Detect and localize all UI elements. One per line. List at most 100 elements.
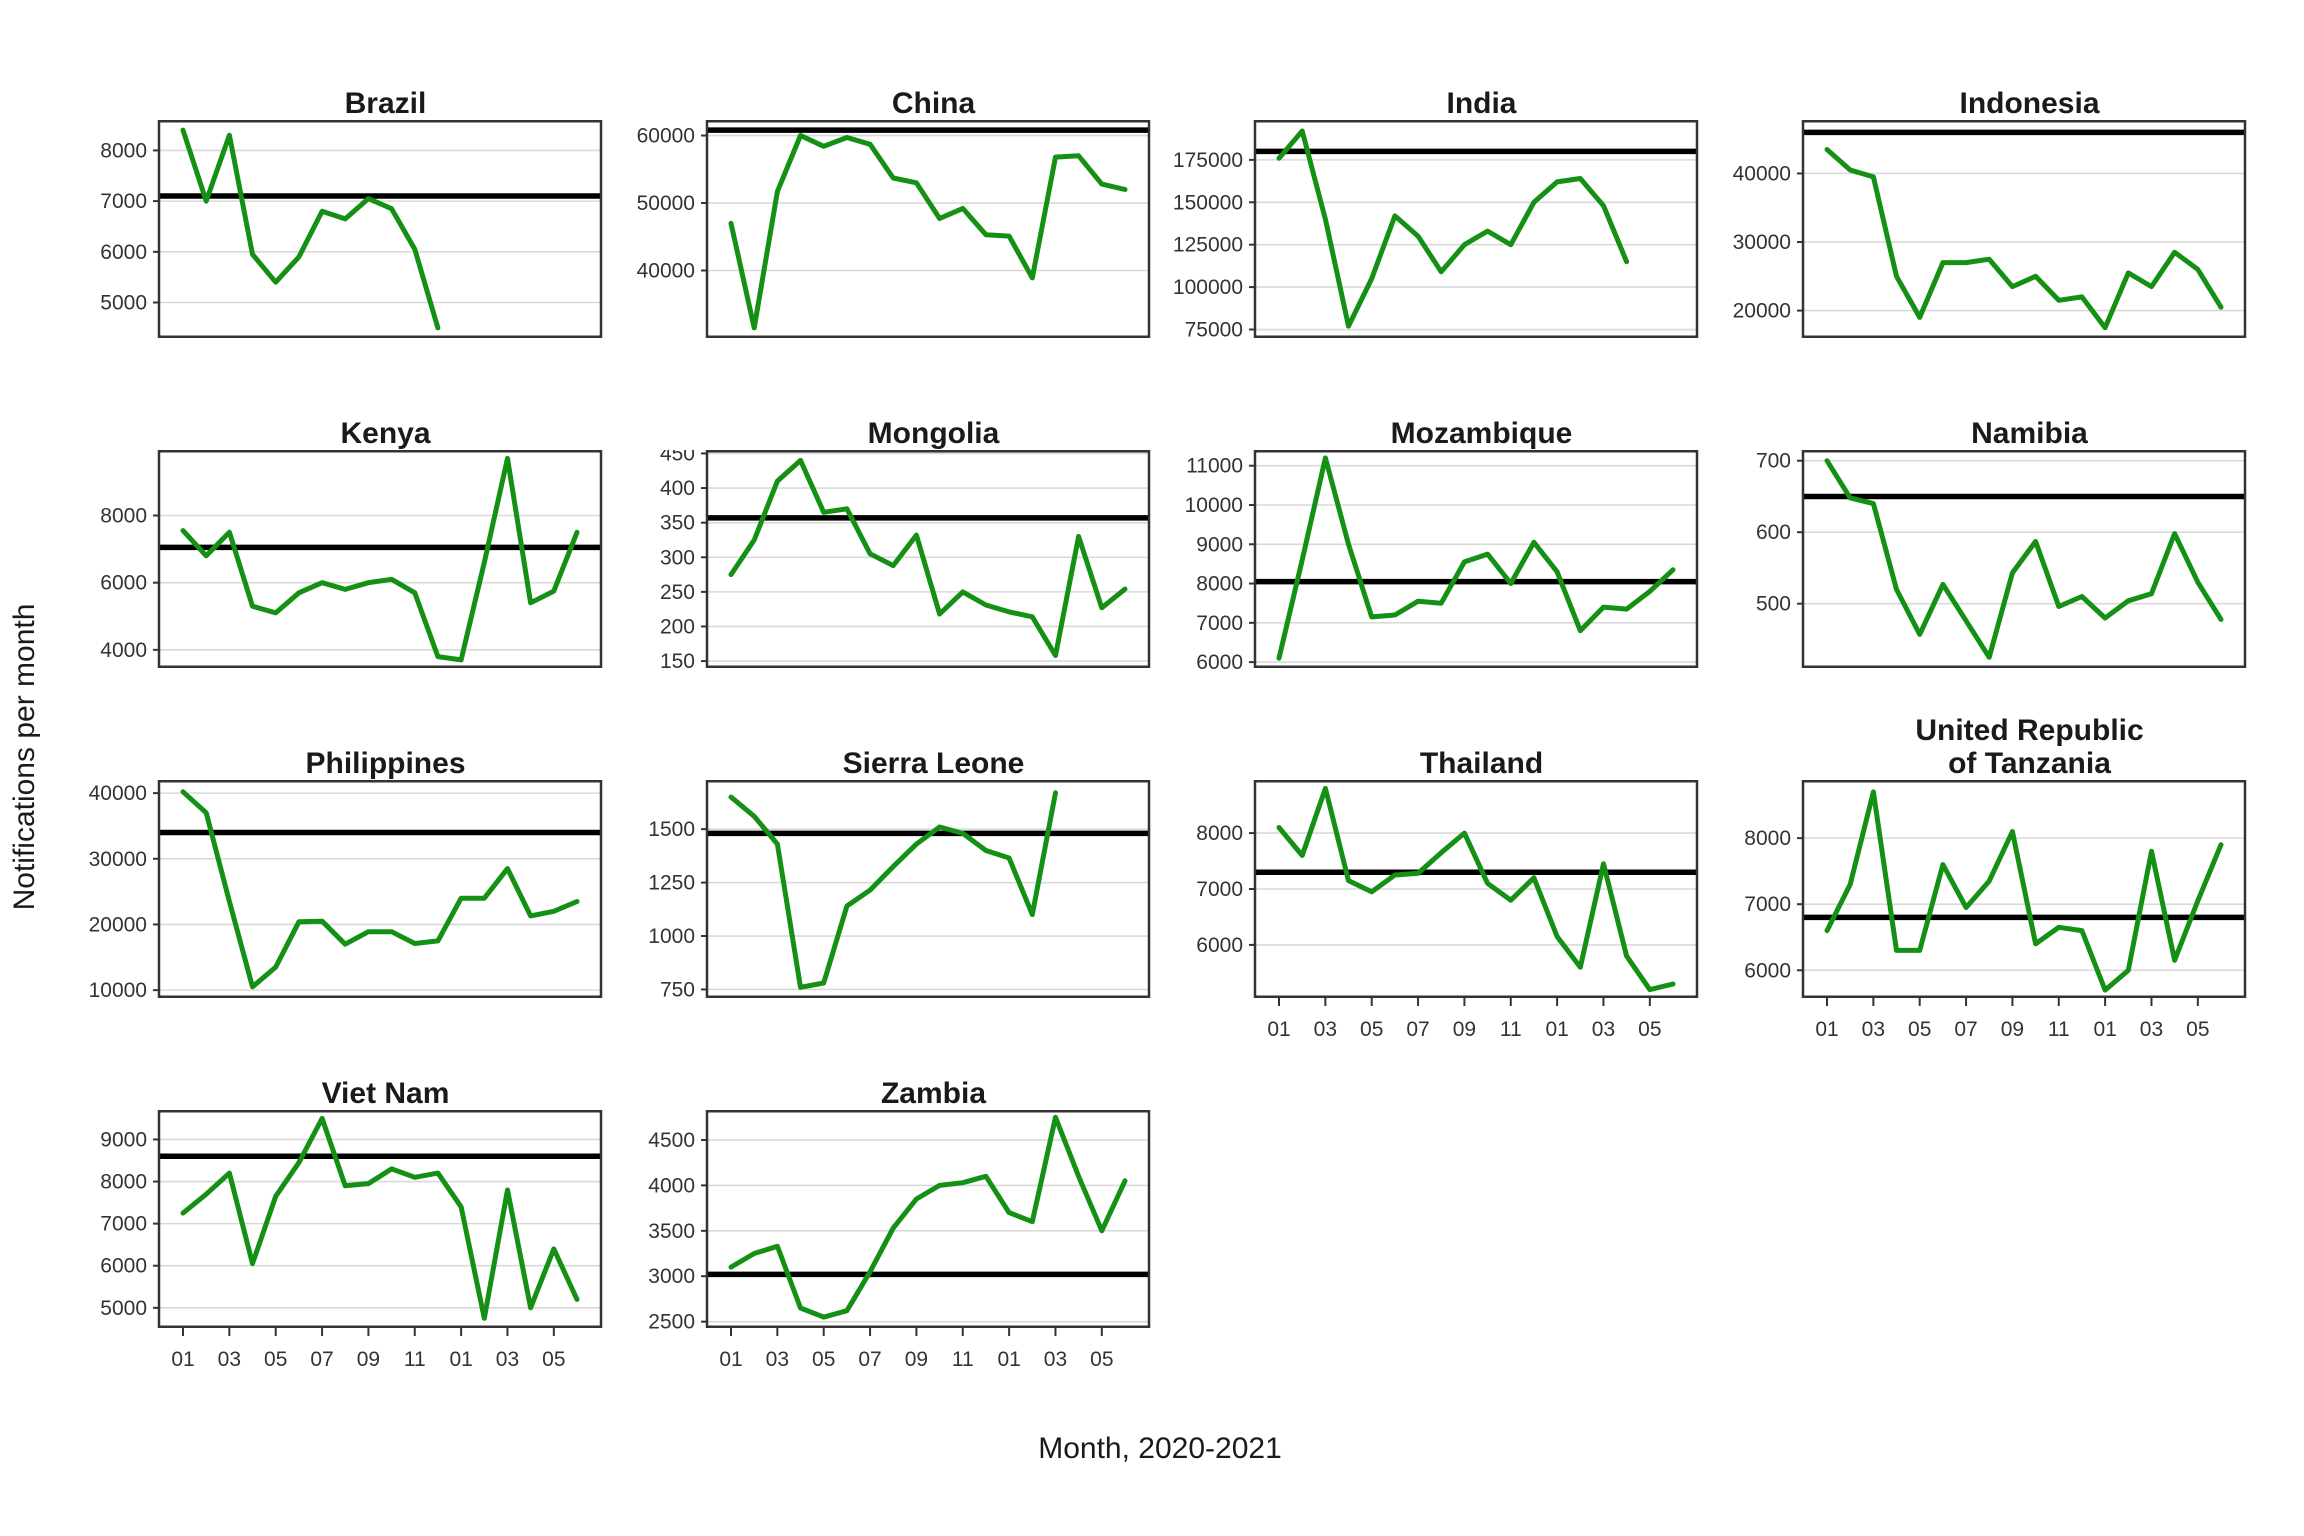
y-tick-label: 60000 xyxy=(637,125,695,148)
x-tick-label: 11 xyxy=(2048,1018,2070,1041)
facet-plot-thailand: 8000 7000 6000 01 03 05 07 09 11 01 03 05 xyxy=(1196,780,1699,1041)
x-tick-label: 07 xyxy=(1406,1018,1429,1041)
x-tick-label: 01 xyxy=(2093,1018,2116,1041)
facet-brazil: Brazil 8000 7000 6000 5000 xyxy=(64,58,612,388)
y-tick-label: 200 xyxy=(660,615,695,638)
facet-plot-philippines: 40000 30000 20000 10000 xyxy=(89,780,603,1002)
facet-zambia: Zambia 4500 4000 3500 3000 2500 01 03 05 07 09 11 01… xyxy=(612,1048,1160,1378)
facet-mongolia: Mongolia 450 400 350 300 250 200 150 xyxy=(612,388,1160,718)
y-tick-label: 8000 xyxy=(1196,822,1243,845)
facet-title-mongolia: Mongolia xyxy=(867,417,1000,450)
x-tick-label: 05 xyxy=(1908,1018,1931,1041)
data-line xyxy=(728,457,1128,658)
data-line xyxy=(180,455,580,663)
x-tick-label: 03 xyxy=(2140,1018,2163,1041)
facet-plot-brazil: 8000 7000 6000 5000 xyxy=(100,120,603,338)
facet-philippines: Philippines 40000 30000 20000 10000 xyxy=(64,718,612,1048)
y-tick-label: 8000 xyxy=(100,139,147,162)
x-tick-label: 05 xyxy=(542,1348,565,1371)
x-tick-label: 03 xyxy=(766,1348,789,1371)
facet-title-kenya: Kenya xyxy=(340,417,431,450)
y-tick-label: 7000 xyxy=(100,190,147,213)
x-tick-label: 07 xyxy=(1954,1018,1977,1041)
data-line xyxy=(1824,147,2224,331)
x-tick-label: 05 xyxy=(1638,1018,1661,1041)
y-tick-label: 7000 xyxy=(1744,893,1791,916)
x-tick-label: 03 xyxy=(1314,1018,1337,1041)
facet-title-sierra-leone: Sierra Leone xyxy=(842,747,1025,780)
x-tick-label: 05 xyxy=(1090,1348,1113,1371)
y-tick-label: 5000 xyxy=(100,292,147,315)
data-line xyxy=(180,127,441,331)
data-line xyxy=(1276,128,1630,329)
facet-title-indonesia: Indonesia xyxy=(1959,87,2100,120)
y-tick-label: 6000 xyxy=(100,572,147,595)
y-tick-label: 20000 xyxy=(1733,300,1791,323)
data-line xyxy=(1824,789,2224,993)
facet-indonesia: Indonesia 40000 30000 20000 xyxy=(1708,58,2256,388)
y-tick-label: 9000 xyxy=(1196,533,1243,556)
x-tick-label: 07 xyxy=(310,1348,333,1371)
facet-plot-sierra-leone: 1500 1250 1000 750 xyxy=(648,780,1151,1001)
y-tick-label: 450 xyxy=(660,450,695,465)
y-tick-label: 150000 xyxy=(1173,191,1243,214)
facet-title-china: China xyxy=(891,87,976,120)
x-tick-label: 03 xyxy=(1592,1018,1615,1041)
y-tick-label: 4000 xyxy=(100,639,147,662)
x-tick-label: 03 xyxy=(218,1348,241,1371)
y-tick-label: 750 xyxy=(660,978,695,1001)
facet-namibia: Namibia 700 600 500 xyxy=(1708,388,2256,718)
y-tick-label: 6000 xyxy=(1196,651,1243,674)
y-tick-label: 30000 xyxy=(1733,231,1791,254)
data-line xyxy=(1276,455,1676,661)
x-tick-label: 09 xyxy=(357,1348,380,1371)
data-line xyxy=(1276,785,1676,993)
facet-plot-mozambique: 11000 10000 9000 8000 7000 6000 xyxy=(1185,450,1699,674)
facet-title-mozambique: Mozambique xyxy=(1390,417,1573,450)
y-tick-label: 1000 xyxy=(648,925,695,948)
y-tick-label: 1500 xyxy=(648,818,695,841)
y-tick-label: 30000 xyxy=(89,848,147,871)
y-tick-label: 50000 xyxy=(637,192,695,215)
facet-title-united-republic-of-tanzania: United Republic of Tanzania xyxy=(1915,714,2144,780)
y-tick-label: 10000 xyxy=(1185,494,1243,517)
x-tick-label: 05 xyxy=(1360,1018,1383,1041)
facet-title-thailand: Thailand xyxy=(1419,747,1544,780)
facet-plot-china: 60000 50000 40000 xyxy=(637,120,1151,338)
y-tick-label: 75000 xyxy=(1185,319,1243,342)
x-tick-label: 01 xyxy=(171,1348,194,1371)
y-tick-label: 7000 xyxy=(1196,612,1243,635)
y-tick-label: 8000 xyxy=(1744,827,1791,850)
facet-title-viet-nam: Viet Nam xyxy=(321,1077,450,1110)
facet-grid: Brazil 8000 7000 6000 5000 China 60000 50000 400… xyxy=(64,58,2256,1378)
y-tick-label: 125000 xyxy=(1173,234,1243,257)
y-tick-label: 3500 xyxy=(648,1220,695,1243)
x-tick-label: 05 xyxy=(264,1348,287,1371)
y-tick-label: 7000 xyxy=(100,1213,147,1236)
facet-title-brazil: Brazil xyxy=(344,87,427,120)
y-tick-label: 250 xyxy=(660,581,695,604)
x-tick-label: 01 xyxy=(1545,1018,1568,1041)
facet-united-republic-of-tanzania: United Republic of Tanzania 8000 7000 6000 01… xyxy=(1708,714,2256,1048)
y-tick-label: 300 xyxy=(660,546,695,569)
y-tick-label: 350 xyxy=(660,512,695,535)
y-tick-label: 10000 xyxy=(89,979,147,1002)
data-line xyxy=(728,133,1128,331)
facet-plot-zambia: 4500 4000 3500 3000 2500 01 03 05 07 09 11 01 03 05 xyxy=(648,1110,1151,1371)
facet-china: China 60000 50000 40000 xyxy=(612,58,1160,388)
x-tick-label: 11 xyxy=(1500,1018,1522,1041)
facet-sierra-leone: Sierra Leone 1500 1250 1000 750 xyxy=(612,718,1160,1048)
facet-plot-india: 175000 150000 125000 100000 75000 xyxy=(1173,120,1699,342)
facet-title-india: India xyxy=(1446,87,1517,120)
y-tick-label: 4500 xyxy=(648,1129,695,1152)
x-tick-label: 01 xyxy=(449,1348,472,1371)
y-tick-label: 150 xyxy=(660,650,695,673)
x-axis-title: Month, 2020-2021 xyxy=(1038,1432,1282,1465)
x-tick-label: 07 xyxy=(858,1348,881,1371)
facet-plot-viet-nam: 9000 8000 7000 6000 5000 01 03 05 07 09 11 01 03 05 xyxy=(100,1110,603,1371)
x-tick-label: 09 xyxy=(1453,1018,1476,1041)
facet-plot-united-republic-of-tanzania: 8000 7000 6000 01 03 05 07 09 11 01 03 05 xyxy=(1744,780,2247,1041)
x-tick-label: 01 xyxy=(997,1348,1020,1371)
facet-plot-namibia: 700 600 500 xyxy=(1756,450,2247,668)
